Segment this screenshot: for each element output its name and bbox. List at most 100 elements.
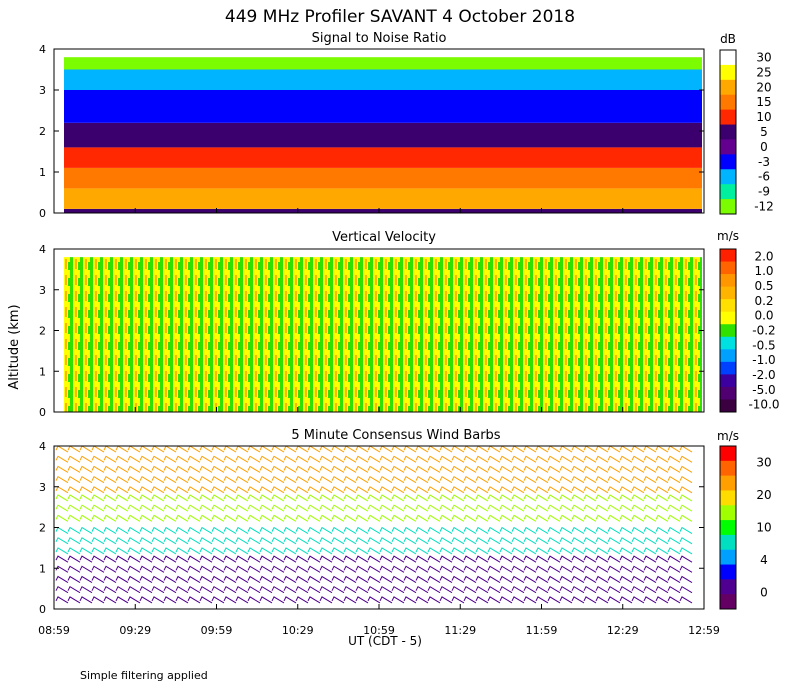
y-tick-label: 0 bbox=[39, 406, 46, 419]
wind-barb bbox=[127, 596, 141, 604]
wind-barb bbox=[283, 537, 297, 545]
wind-barb bbox=[403, 547, 417, 555]
wind-barb bbox=[67, 455, 81, 463]
wind-frame bbox=[53, 445, 705, 610]
wind-barb bbox=[151, 486, 165, 494]
wind-barb bbox=[403, 455, 417, 463]
wind-barb bbox=[499, 526, 513, 535]
wind-barb bbox=[283, 585, 297, 594]
wind-barb bbox=[139, 486, 153, 494]
wind-barb bbox=[643, 514, 657, 522]
colorbar-swatch bbox=[720, 386, 736, 400]
wind-barb bbox=[247, 445, 261, 453]
wind-barb bbox=[619, 486, 633, 494]
wind-barb bbox=[175, 514, 189, 522]
wind-barb bbox=[379, 575, 393, 583]
wind-barb bbox=[199, 575, 213, 583]
wind-barb bbox=[535, 565, 549, 573]
wind-barb bbox=[571, 494, 585, 502]
wind-barb bbox=[259, 465, 273, 473]
wind-barb bbox=[163, 494, 177, 502]
colorbar-label: 30 bbox=[756, 455, 771, 469]
snr-panel: Signal to Noise Ratio 0 1 2 3 4 dB 302520151… bbox=[39, 31, 774, 220]
y-tick-label: 2 bbox=[39, 325, 46, 338]
wind-barb bbox=[643, 596, 657, 604]
wind-barb bbox=[187, 565, 201, 573]
wind-barb bbox=[91, 494, 105, 502]
wind-barb bbox=[115, 547, 129, 555]
wind-barb bbox=[475, 486, 489, 494]
wind-barb bbox=[79, 494, 93, 502]
wind-barb bbox=[55, 547, 69, 555]
wind-barb bbox=[643, 555, 657, 563]
wind-barb bbox=[523, 575, 537, 583]
wind-barb bbox=[559, 445, 573, 453]
colorbar-label: 20 bbox=[756, 488, 771, 502]
wind-barb bbox=[619, 585, 633, 594]
wind-barb bbox=[535, 555, 549, 563]
wind-barb bbox=[115, 526, 129, 535]
colorbar-swatch bbox=[720, 399, 736, 413]
wind-barb bbox=[559, 504, 573, 512]
wind-barb bbox=[679, 547, 693, 555]
wind-barb bbox=[187, 585, 201, 594]
wind-barb bbox=[271, 486, 285, 494]
wind-barb bbox=[235, 486, 249, 494]
wind-barb bbox=[103, 547, 117, 555]
wind-barb bbox=[571, 585, 585, 594]
wind-barb bbox=[247, 575, 261, 583]
wind-barb bbox=[331, 585, 345, 594]
wind-barb bbox=[463, 575, 477, 583]
wind-barb bbox=[367, 547, 381, 555]
wind-barb bbox=[187, 526, 201, 535]
wind-barb bbox=[439, 514, 453, 522]
wind-barb bbox=[643, 547, 657, 555]
wind-barb bbox=[391, 565, 405, 573]
wind-barb bbox=[319, 465, 333, 473]
wind-barb bbox=[547, 596, 561, 604]
wind-barb bbox=[643, 465, 657, 473]
wind-barb bbox=[163, 445, 177, 453]
colorbar-label: -3 bbox=[758, 155, 770, 169]
wind-barb bbox=[115, 445, 129, 453]
wind-barb bbox=[271, 475, 285, 484]
wind-barb bbox=[67, 465, 81, 473]
x-tick-label: 12:59 bbox=[688, 624, 720, 637]
wind-barb bbox=[619, 537, 633, 545]
wind-barb bbox=[655, 504, 669, 512]
wind-barb bbox=[331, 486, 345, 494]
colorbar-label: 30 bbox=[756, 50, 771, 64]
wind-barb bbox=[55, 445, 69, 453]
wind-barb bbox=[367, 504, 381, 512]
wind-barb bbox=[631, 486, 645, 494]
wind-barb bbox=[547, 486, 561, 494]
wind-barb bbox=[343, 547, 357, 555]
wind-barb bbox=[499, 455, 513, 463]
wind-barb bbox=[559, 486, 573, 494]
wind-barb bbox=[415, 585, 429, 594]
wind-barb bbox=[367, 555, 381, 563]
wind-barb bbox=[631, 555, 645, 563]
wind-barb bbox=[667, 547, 681, 555]
wind-barb bbox=[79, 537, 93, 545]
wind-colorbar: 30 20 10 4 0 bbox=[719, 445, 772, 610]
wind-barb bbox=[439, 537, 453, 545]
wind-barb bbox=[151, 504, 165, 512]
wind-barb bbox=[295, 445, 309, 453]
wind-barb bbox=[223, 504, 237, 512]
wind-barb bbox=[499, 547, 513, 555]
wind-barb bbox=[187, 504, 201, 512]
wind-barb bbox=[487, 455, 501, 463]
wind-barb bbox=[535, 537, 549, 545]
wind-barb bbox=[247, 504, 261, 512]
wind-barb bbox=[67, 475, 81, 484]
wind-barb bbox=[259, 475, 273, 484]
wind-barb bbox=[331, 504, 345, 512]
wind-barb bbox=[595, 486, 609, 494]
y-tick-label: 0 bbox=[39, 207, 46, 220]
wind-barb bbox=[55, 596, 69, 604]
wind-y-ticks: 0 1 2 3 4 bbox=[39, 440, 704, 616]
wind-barb bbox=[163, 537, 177, 545]
wind-barb bbox=[79, 445, 93, 453]
wind-barb bbox=[475, 575, 489, 583]
